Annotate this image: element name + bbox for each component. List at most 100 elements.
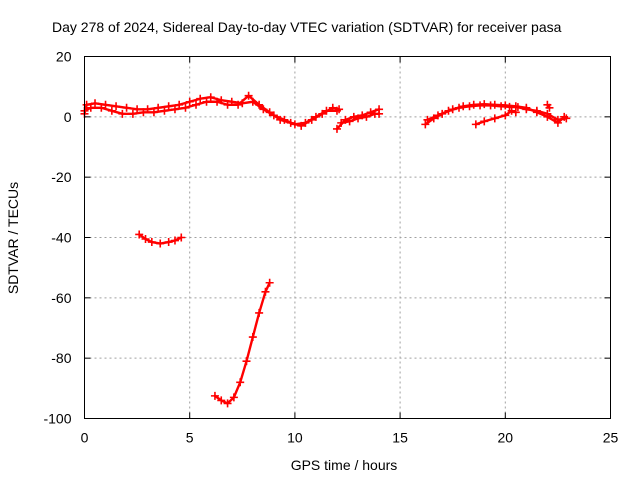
data-point <box>229 393 238 402</box>
data-series <box>80 91 571 408</box>
data-point <box>423 115 432 124</box>
data-point <box>97 103 106 112</box>
data-point <box>164 238 173 247</box>
data-point <box>480 100 489 109</box>
x-tick-label: 0 <box>81 430 89 446</box>
data-point <box>332 124 341 133</box>
data-point <box>261 287 270 296</box>
data-point <box>181 103 190 112</box>
data-point <box>170 236 179 245</box>
data-point <box>455 103 464 112</box>
chart-title: Day 278 of 2024, Sidereal Day-to-day VTE… <box>52 19 562 35</box>
data-point <box>511 108 520 117</box>
series-arc-9 <box>135 230 186 248</box>
data-point <box>82 100 91 109</box>
data-point <box>196 94 205 103</box>
data-point <box>133 105 142 114</box>
data-point <box>160 106 169 115</box>
data-point <box>265 278 274 287</box>
data-point <box>244 91 253 100</box>
y-axis-label: SDTVAR / TECUs <box>5 182 21 294</box>
data-point <box>170 105 179 114</box>
axis-ticks: 0 5 10 15 20 25 -100 -80 -60 -40 -20 0 20 <box>43 49 618 446</box>
data-point <box>135 230 144 239</box>
data-point <box>175 100 184 109</box>
data-point <box>91 99 100 108</box>
x-tick-label: 15 <box>392 430 408 446</box>
data-point <box>444 106 453 115</box>
data-point <box>164 102 173 111</box>
data-point <box>318 109 327 118</box>
x-tick-label: 20 <box>498 430 514 446</box>
series-arc-8 <box>543 100 554 112</box>
data-point <box>345 117 354 126</box>
data-point <box>471 120 480 129</box>
data-point <box>507 106 516 115</box>
series-arc-4 <box>337 109 384 127</box>
data-point <box>354 114 363 123</box>
data-point <box>307 115 316 124</box>
data-point <box>532 106 541 115</box>
data-point <box>122 103 131 112</box>
x-tick-label: 25 <box>603 430 619 446</box>
data-point <box>128 109 137 118</box>
y-tick-label: 20 <box>56 49 72 65</box>
data-point <box>286 118 295 127</box>
data-point <box>141 235 150 244</box>
data-point <box>149 108 158 117</box>
data-point <box>223 100 232 109</box>
series-arc-2 <box>80 91 344 130</box>
data-point <box>486 101 495 110</box>
x-tick-label: 10 <box>287 430 303 446</box>
data-point <box>156 239 165 248</box>
data-point <box>206 93 215 102</box>
data-point <box>255 308 264 317</box>
x-tick-label: 5 <box>186 430 194 446</box>
data-point <box>335 105 344 114</box>
data-point <box>545 103 554 112</box>
data-point <box>185 97 194 106</box>
y-tick-label: -60 <box>51 290 71 306</box>
data-point <box>154 103 163 112</box>
data-point <box>476 101 485 110</box>
data-point <box>465 102 474 111</box>
data-point <box>112 102 121 111</box>
data-point <box>101 100 110 109</box>
y-tick-label: -100 <box>43 411 71 427</box>
data-point <box>297 121 306 130</box>
data-point <box>234 100 243 109</box>
data-point <box>433 111 442 120</box>
data-point <box>242 357 251 366</box>
y-tick-label: 0 <box>64 109 72 125</box>
data-point <box>421 120 430 129</box>
data-point <box>177 233 186 242</box>
series-arc-6 <box>423 101 571 124</box>
data-point <box>497 102 506 111</box>
data-point <box>248 333 257 342</box>
data-point <box>236 378 245 387</box>
data-point <box>147 238 156 247</box>
series-arc-10 <box>210 278 274 408</box>
data-point <box>107 106 116 115</box>
data-point <box>522 105 531 114</box>
data-point <box>210 391 219 400</box>
data-point <box>118 109 127 118</box>
data-point <box>501 111 510 120</box>
data-point <box>375 109 384 118</box>
data-point <box>513 103 522 112</box>
data-point <box>192 100 201 109</box>
data-point <box>139 108 148 117</box>
series-arc-7 <box>471 106 520 129</box>
data-point <box>255 100 264 109</box>
data-point <box>562 114 571 123</box>
series-arc-1 <box>80 93 341 129</box>
data-point <box>213 97 222 106</box>
data-point <box>480 117 489 126</box>
data-point <box>328 103 337 112</box>
y-tick-label: -80 <box>51 350 71 366</box>
data-point <box>276 115 285 124</box>
data-point <box>86 103 95 112</box>
data-point <box>362 112 371 121</box>
data-point <box>202 97 211 106</box>
data-point <box>217 396 226 405</box>
